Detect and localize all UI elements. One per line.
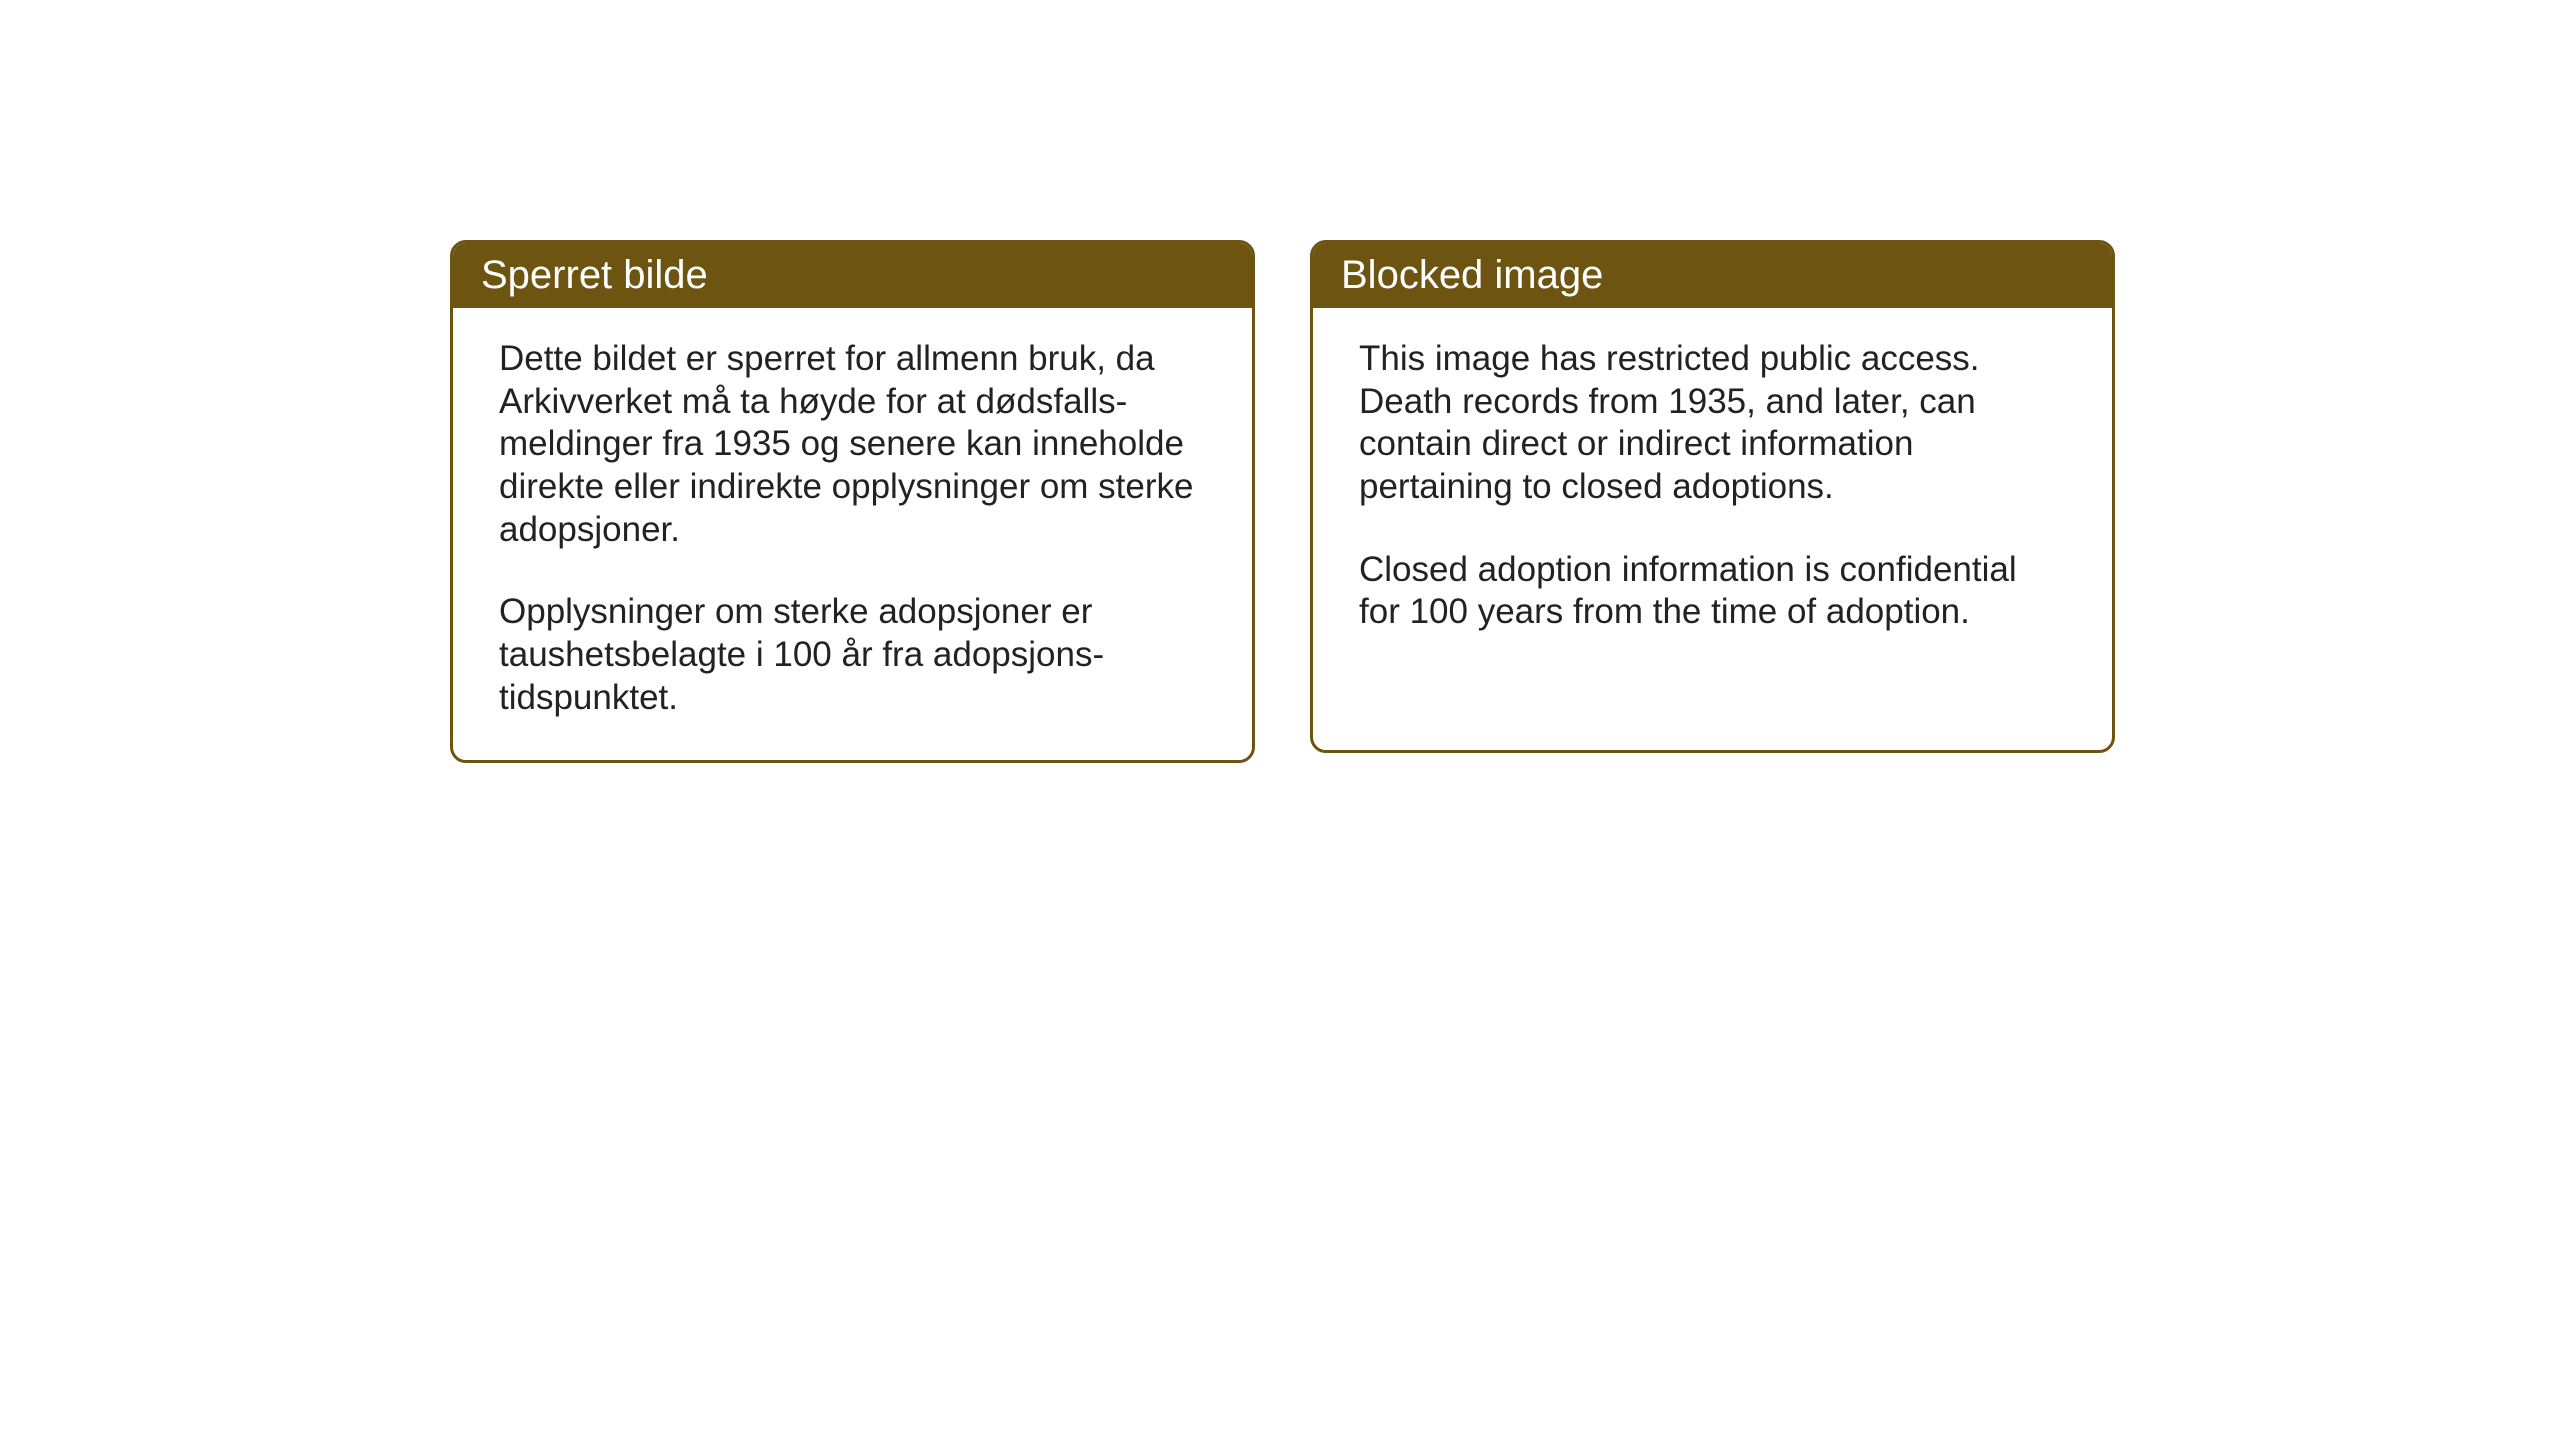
notice-title-norwegian: Sperret bilde: [481, 253, 708, 297]
notice-paragraph-2-english: Closed adoption information is confident…: [1359, 549, 2066, 634]
notice-body-norwegian: Dette bildet er sperret for allmenn bruk…: [453, 308, 1252, 760]
notice-card-norwegian: Sperret bilde Dette bildet er sperret fo…: [450, 240, 1255, 763]
notice-paragraph-2-norwegian: Opplysninger om sterke adopsjoner er tau…: [499, 591, 1206, 719]
notice-paragraph-1-english: This image has restricted public access.…: [1359, 338, 2066, 509]
notice-title-english: Blocked image: [1341, 253, 1603, 297]
notice-container: Sperret bilde Dette bildet er sperret fo…: [450, 240, 2115, 763]
notice-header-norwegian: Sperret bilde: [453, 243, 1252, 308]
notice-paragraph-1-norwegian: Dette bildet er sperret for allmenn bruk…: [499, 338, 1206, 551]
notice-header-english: Blocked image: [1313, 243, 2112, 308]
notice-body-english: This image has restricted public access.…: [1313, 308, 2112, 674]
notice-card-english: Blocked image This image has restricted …: [1310, 240, 2115, 753]
